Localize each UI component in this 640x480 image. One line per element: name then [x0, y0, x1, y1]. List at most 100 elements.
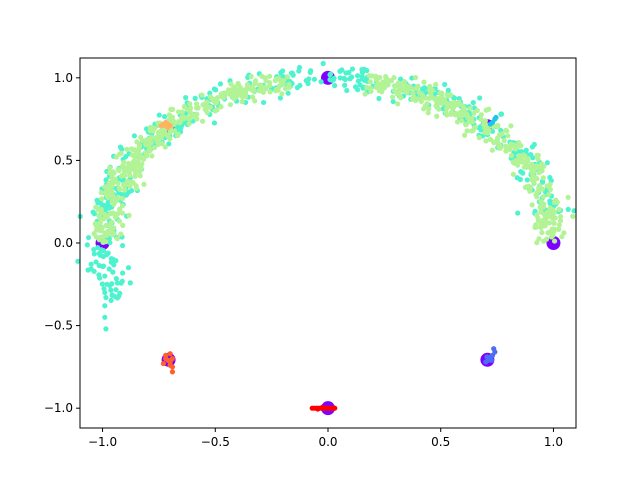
data-point: [549, 230, 555, 236]
data-point: [169, 114, 176, 120]
data-point: [526, 183, 532, 189]
data-point: [160, 360, 167, 367]
data-point: [163, 352, 169, 358]
data-point: [146, 146, 152, 152]
data-point: [332, 83, 338, 89]
data-point: [251, 88, 257, 94]
data-point: [102, 303, 108, 309]
data-point: [103, 239, 109, 245]
data-point: [94, 197, 100, 203]
y-tick-label: −0.5: [44, 319, 73, 333]
data-point: [85, 234, 92, 241]
data-point: [489, 119, 496, 126]
data-point: [98, 247, 104, 253]
data-point: [107, 165, 113, 171]
data-point: [252, 98, 258, 104]
x-tick-label: −1.0: [88, 435, 117, 449]
data-point: [422, 103, 429, 109]
data-point: [98, 207, 104, 214]
data-point: [248, 73, 254, 80]
data-point: [93, 259, 99, 265]
data-point: [250, 94, 256, 100]
data-point: [349, 66, 356, 72]
data-point: [101, 286, 107, 292]
data-point: [482, 129, 488, 136]
data-point: [401, 78, 407, 85]
data-point: [98, 189, 104, 196]
data-point: [128, 146, 135, 152]
data-point: [412, 74, 419, 81]
data-point: [355, 87, 361, 93]
data-point: [129, 152, 135, 158]
data-point: [103, 294, 109, 301]
y-tick-label: 1.0: [54, 71, 73, 85]
data-point: [486, 106, 492, 112]
data-point: [118, 231, 124, 237]
data-point: [483, 359, 489, 365]
data-point: [181, 116, 187, 122]
data-point: [91, 246, 97, 253]
data-point: [156, 112, 162, 118]
data-point: [225, 87, 232, 93]
data-point: [556, 206, 562, 212]
data-point: [267, 89, 273, 95]
data-point: [478, 127, 484, 133]
data-point: [306, 76, 312, 82]
data-point: [529, 202, 535, 208]
data-point: [448, 111, 454, 117]
data-point: [102, 184, 108, 190]
data-point: [162, 144, 168, 150]
data-point: [128, 188, 135, 194]
data-point: [171, 128, 178, 134]
data-point: [561, 230, 567, 236]
data-point: [143, 137, 150, 143]
data-point: [494, 124, 501, 130]
data-point: [337, 75, 343, 81]
data-point: [526, 164, 532, 170]
y-tick-label: 0.0: [54, 236, 73, 250]
data-point: [503, 148, 509, 154]
data-point: [344, 87, 350, 94]
data-point: [252, 80, 258, 86]
data-point: [165, 133, 171, 140]
data-point: [404, 90, 410, 96]
data-point: [385, 82, 391, 88]
data-point: [137, 173, 143, 179]
data-point: [185, 107, 191, 113]
data-point: [452, 112, 459, 118]
data-point: [490, 139, 497, 145]
data-point: [477, 95, 483, 101]
data-point: [305, 80, 311, 87]
data-point: [297, 82, 303, 89]
data-point: [186, 121, 192, 127]
data-point: [512, 146, 518, 152]
data-point: [218, 104, 224, 110]
data-point: [186, 115, 192, 121]
data-point: [397, 76, 404, 82]
data-point: [116, 218, 123, 224]
data-point: [158, 128, 164, 134]
data-point: [106, 192, 112, 199]
data-point: [533, 165, 539, 171]
data-point: [124, 146, 130, 152]
data-point: [546, 220, 553, 226]
data-point: [117, 290, 123, 296]
data-point: [96, 275, 103, 281]
data-point: [100, 253, 106, 260]
data-point: [102, 289, 108, 296]
data-point: [96, 237, 102, 243]
data-point: [96, 212, 102, 218]
data-point: [258, 85, 264, 91]
data-point: [288, 70, 295, 76]
data-point: [190, 112, 196, 118]
data-point: [75, 258, 81, 264]
data-point: [426, 106, 432, 112]
data-point: [524, 177, 530, 183]
data-point: [508, 153, 515, 159]
data-point: [392, 83, 398, 89]
data-point: [276, 83, 283, 89]
data-point: [319, 404, 325, 410]
data-point: [109, 230, 115, 236]
data-point: [520, 170, 526, 176]
